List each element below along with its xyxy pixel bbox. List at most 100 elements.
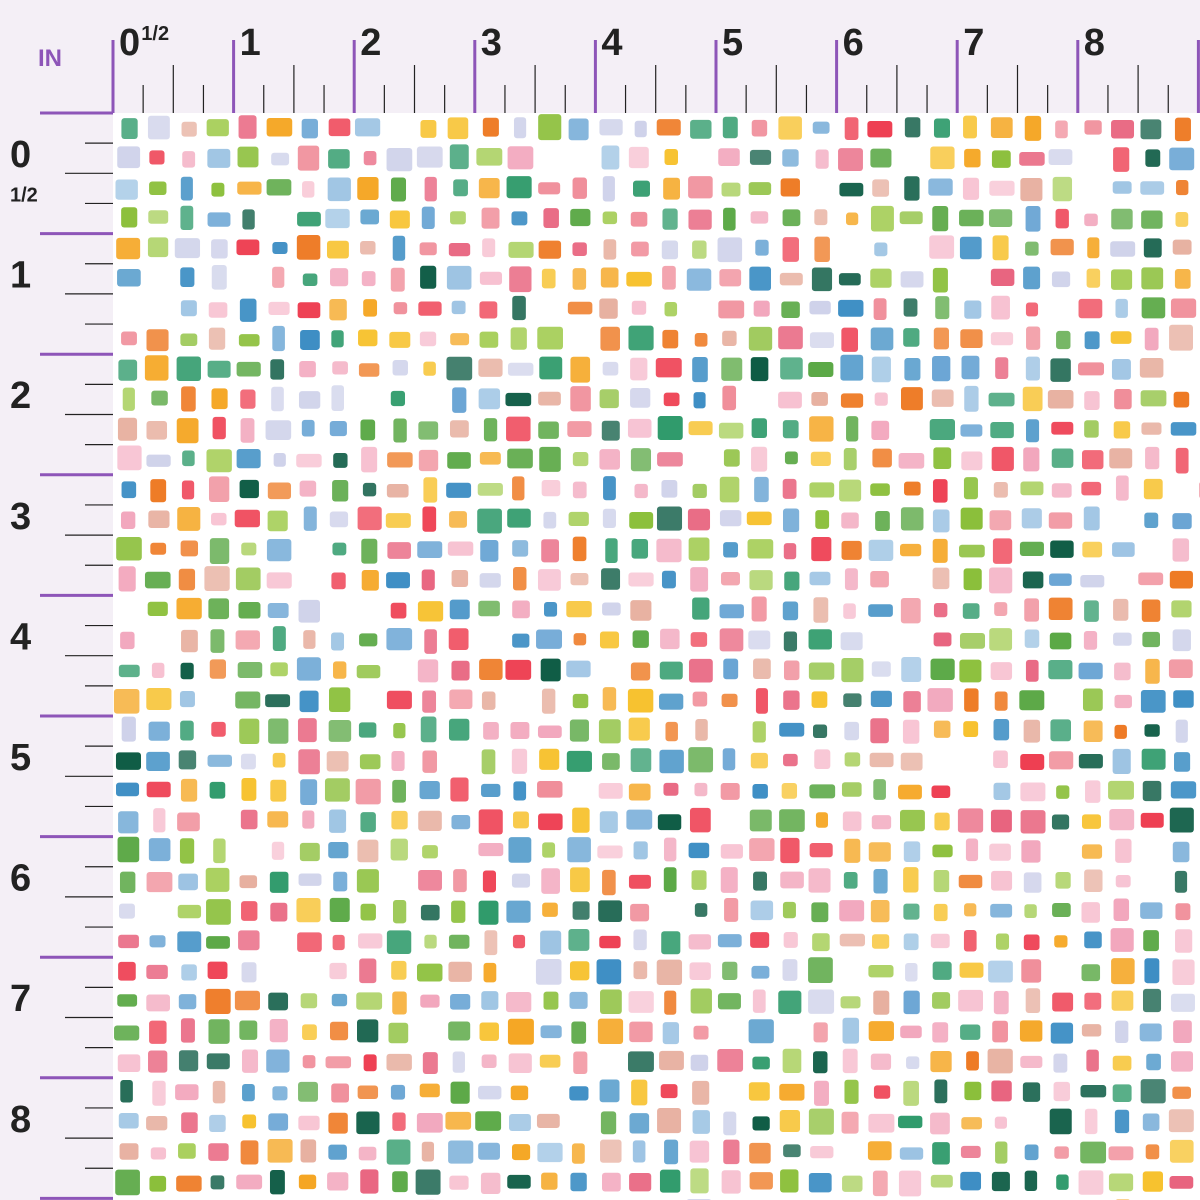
paint-dab (144, 355, 169, 381)
paint-dab (270, 359, 285, 380)
paint-dab (570, 867, 590, 893)
paint-dab (1022, 571, 1044, 589)
paint-dab (844, 838, 861, 863)
left-ruler-label: 7 (10, 978, 31, 1020)
paint-dab (898, 784, 922, 800)
paint-dab (416, 963, 443, 982)
paint-dab (693, 1025, 709, 1040)
paint-dab (507, 362, 534, 376)
paint-dab (933, 869, 950, 893)
paint-dab (269, 1019, 288, 1043)
paint-dab (479, 301, 498, 319)
paint-dab (722, 961, 738, 980)
paint-dab (631, 300, 647, 315)
paint-dab (873, 990, 890, 1015)
paint-dab (964, 1081, 982, 1101)
paint-dab (626, 809, 653, 830)
paint-dab (599, 631, 620, 649)
paint-dab (690, 1054, 709, 1071)
paint-dab (1050, 238, 1074, 256)
paint-dab (333, 453, 348, 468)
paint-dab (962, 177, 980, 200)
paint-dab (1169, 1139, 1194, 1163)
paint-dab (989, 567, 1013, 594)
paint-dab (903, 903, 920, 920)
paint-dab (541, 1172, 558, 1190)
paint-dab (331, 993, 348, 1007)
paint-dab (868, 1113, 895, 1133)
paint-dab (421, 569, 435, 591)
paint-dab (448, 1021, 471, 1041)
paint-dab (990, 117, 1013, 138)
paint-dab (146, 994, 170, 1012)
paint-dab (390, 1084, 406, 1100)
paint-dab (628, 717, 650, 741)
paint-dab (989, 180, 1015, 196)
paint-dab (450, 211, 466, 225)
paint-dab (751, 446, 768, 472)
paint-dab (900, 507, 924, 531)
paint-dab (452, 1051, 465, 1073)
paint-dab (783, 932, 798, 948)
paint-dab (539, 356, 563, 380)
paint-dab (360, 812, 376, 833)
paint-dab (1055, 208, 1069, 229)
paint-dab (687, 508, 711, 531)
paint-dab (299, 690, 319, 713)
paint-dab (933, 447, 952, 469)
paint-dab (873, 869, 888, 894)
paint-dab (572, 268, 587, 290)
paint-dab (328, 1144, 347, 1160)
paint-dab (332, 934, 345, 951)
paint-dab (959, 633, 986, 649)
paint-dab (1084, 1108, 1098, 1135)
paint-dab (326, 240, 349, 259)
paint-dab (995, 933, 1010, 950)
paint-dab (268, 718, 289, 744)
paint-dab (959, 236, 982, 260)
top-ruler-label: 2 (360, 22, 381, 64)
paint-dab (330, 268, 349, 287)
paint-dab (146, 751, 170, 771)
paint-dab (511, 211, 528, 226)
paint-dab (392, 900, 407, 924)
paint-dab (1145, 446, 1160, 470)
paint-dab (512, 600, 530, 619)
paint-dab (298, 873, 322, 886)
paint-dab (779, 809, 805, 832)
paint-dab (121, 716, 136, 742)
paint-dab (900, 752, 923, 771)
paint-dab (723, 658, 739, 680)
paint-dab (478, 1142, 500, 1160)
paint-dab (783, 1144, 801, 1158)
paint-dab (633, 180, 650, 197)
paint-dab (808, 362, 834, 377)
paint-dab (423, 361, 436, 376)
paint-dab (873, 779, 886, 800)
paint-dab (206, 449, 232, 473)
paint-dab (960, 1171, 982, 1191)
paint-dab (692, 1080, 710, 1105)
paint-dab (1086, 1049, 1099, 1072)
paint-dab (361, 569, 379, 591)
paint-dab (331, 330, 344, 348)
paint-dab (692, 357, 708, 383)
paint-dab (900, 271, 924, 288)
paint-dab (723, 449, 740, 467)
paint-dab (603, 239, 617, 260)
paint-dab (628, 783, 651, 801)
paint-dab (722, 330, 737, 347)
paint-dab (871, 420, 890, 441)
paint-dab (720, 782, 740, 800)
paint-dab (898, 1170, 922, 1197)
paint-dab (1112, 181, 1132, 194)
paint-dab (963, 568, 982, 591)
paint-dab (657, 1108, 682, 1134)
paint-dab (750, 211, 769, 224)
paint-dab (931, 389, 954, 407)
paint-dab (208, 598, 230, 620)
paint-dab (356, 664, 381, 679)
paint-dab (717, 934, 742, 948)
paint-dab (839, 479, 862, 502)
paint-dab (1049, 1108, 1072, 1135)
